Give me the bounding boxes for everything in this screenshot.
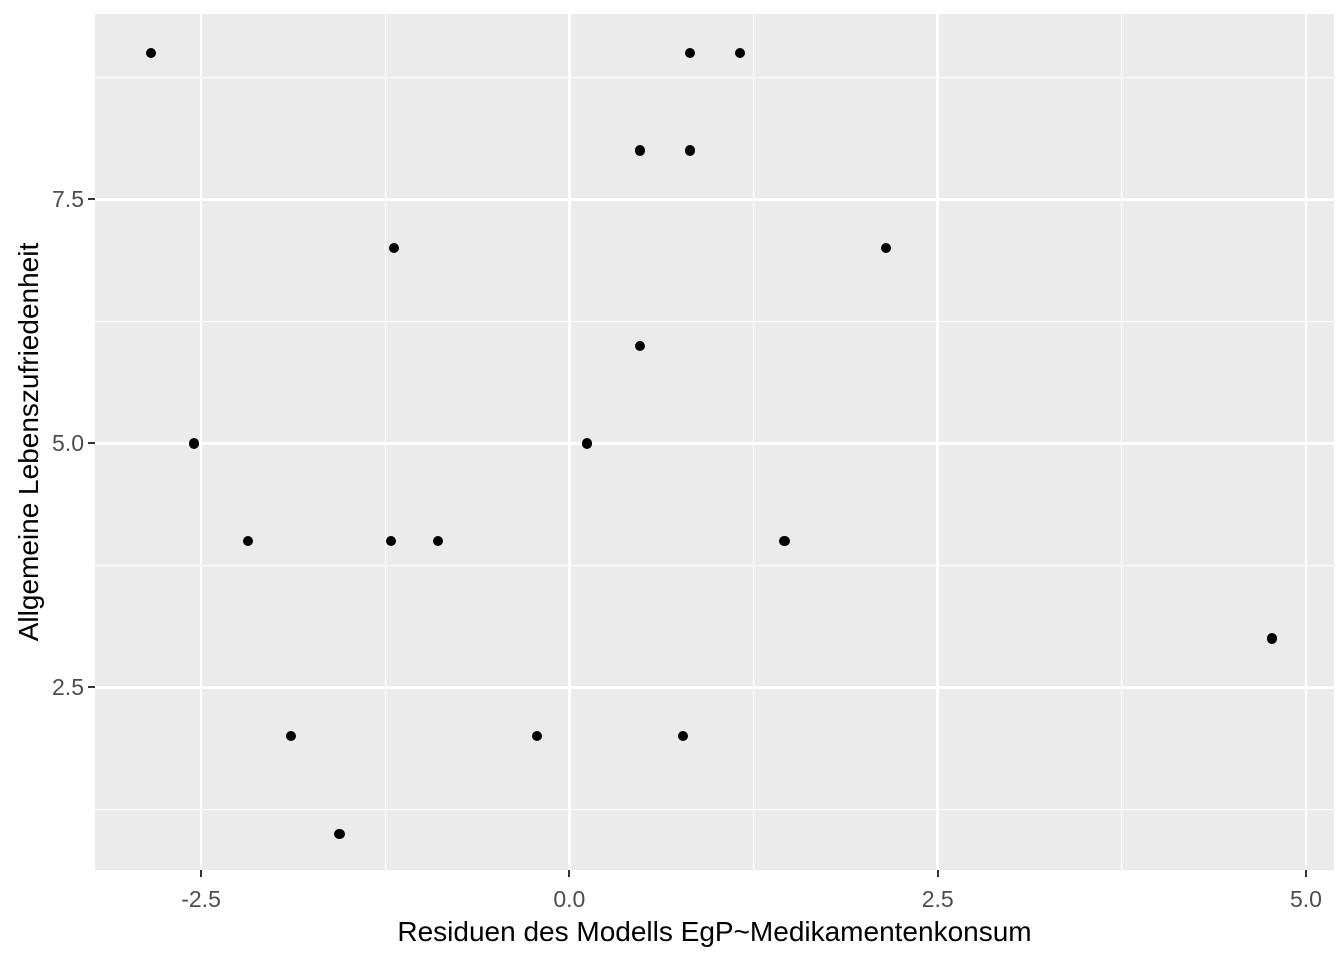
data-point bbox=[634, 145, 646, 156]
x-tick-label: 5.0 bbox=[1290, 886, 1322, 912]
data-point bbox=[433, 535, 444, 547]
y-minor-gridline bbox=[95, 564, 1334, 567]
x-tick-mark bbox=[568, 870, 571, 877]
x-major-gridline bbox=[1304, 14, 1308, 870]
y-minor-gridline bbox=[95, 76, 1334, 79]
y-tick-label: 7.5 bbox=[52, 186, 84, 213]
y-tick-mark bbox=[88, 198, 95, 201]
y-major-gridline bbox=[95, 442, 1334, 445]
data-point bbox=[388, 243, 400, 254]
data-point bbox=[1266, 633, 1278, 644]
y-major-gridline bbox=[95, 686, 1334, 689]
y-tick-label: 2.5 bbox=[52, 674, 84, 701]
x-major-gridline bbox=[936, 14, 939, 870]
x-tick-label: 2.5 bbox=[921, 886, 954, 912]
data-point bbox=[243, 535, 254, 547]
x-minor-gridline bbox=[384, 14, 386, 870]
x-tick-mark bbox=[936, 870, 939, 877]
data-point bbox=[334, 828, 345, 840]
data-point bbox=[880, 243, 892, 254]
data-point bbox=[735, 47, 746, 59]
data-point bbox=[684, 47, 696, 59]
data-point bbox=[285, 731, 297, 742]
x-major-gridline bbox=[568, 14, 571, 870]
x-tick-label: 0.0 bbox=[553, 886, 586, 912]
y-tick-mark bbox=[88, 442, 95, 445]
y-tick-mark bbox=[88, 686, 95, 689]
x-minor-gridline bbox=[752, 14, 755, 870]
x-major-gridline bbox=[199, 14, 203, 870]
data-point bbox=[677, 731, 689, 742]
y-tick-label: 5.0 bbox=[52, 430, 84, 457]
y-minor-gridline bbox=[95, 808, 1334, 811]
data-point bbox=[188, 438, 199, 449]
data-point bbox=[385, 535, 397, 547]
data-point bbox=[581, 438, 593, 449]
x-axis-title: Residuen des Modells EgP~Medikamentenkon… bbox=[397, 916, 1032, 947]
x-tick-mark bbox=[200, 870, 203, 877]
x-tick-label: -2.5 bbox=[181, 886, 221, 912]
data-point bbox=[634, 340, 646, 352]
data-point bbox=[531, 731, 543, 742]
data-point bbox=[779, 535, 790, 547]
data-point bbox=[684, 145, 696, 156]
data-point bbox=[145, 47, 157, 59]
x-minor-gridline bbox=[1121, 14, 1123, 870]
x-tick-mark bbox=[1305, 870, 1307, 877]
y-minor-gridline bbox=[95, 320, 1334, 323]
y-major-gridline bbox=[95, 198, 1334, 201]
plot-panel bbox=[95, 14, 1334, 870]
